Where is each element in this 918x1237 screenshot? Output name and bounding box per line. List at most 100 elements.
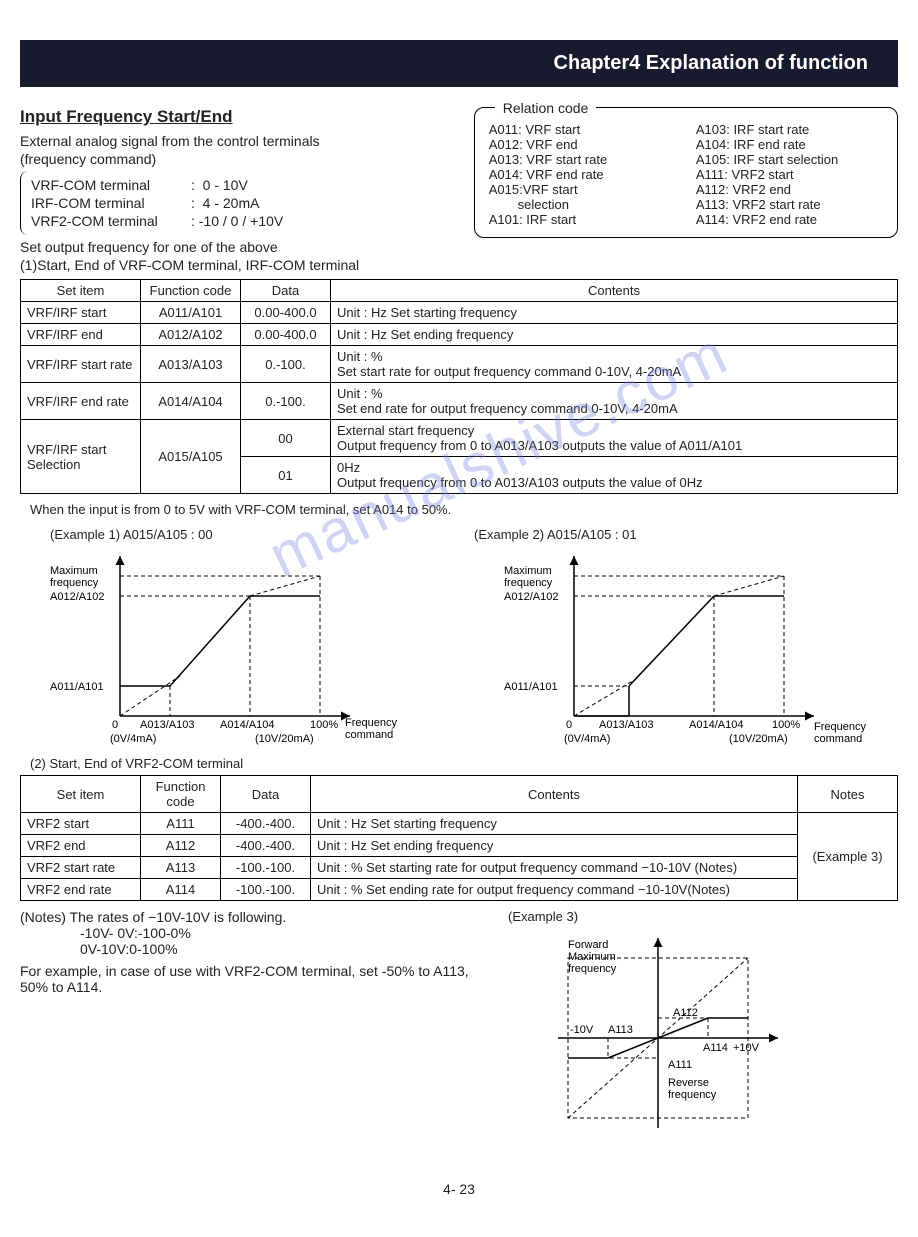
td-contents: Unit : Hz Set ending frequency [331, 324, 898, 346]
relation-item: A104: IRF end rate [696, 137, 883, 152]
td-data: -100.-100. [221, 879, 311, 901]
td-fc: A013/A103 [141, 346, 241, 383]
table-row: VRF2 start rate A113 -100.-100. Unit : %… [21, 857, 898, 879]
intro-line2: (frequency command) [20, 151, 454, 167]
td-fc: A114 [141, 879, 221, 901]
lbl-maxfreq: Maximum [50, 565, 98, 577]
table-1: Set item Function code Data Contents VRF… [20, 279, 898, 494]
td-contents: Unit : % Set start rate for output frequ… [331, 346, 898, 383]
relation-item: A012: VRF end [489, 137, 676, 152]
notes-line: -10V- 0V:-100-0% [20, 925, 488, 941]
relation-item: A014: VRF end rate [489, 167, 676, 182]
td-data: -100.-100. [221, 857, 311, 879]
relation-item: A105: IRF start selection [696, 152, 883, 167]
caption-1: (1)Start, End of VRF-COM terminal, IRF-C… [20, 257, 454, 273]
td-contents: Unit : Hz Set starting frequency [331, 302, 898, 324]
lbl-a011: A011/A101 [50, 681, 104, 693]
terminal-sep: : [191, 213, 195, 229]
relation-col-right: A103: IRF start rate A104: IRF end rate … [696, 122, 883, 227]
svg-text:A013/A103: A013/A103 [599, 719, 653, 731]
svg-text:0: 0 [112, 719, 118, 731]
section-title: Input Frequency Start/End [20, 107, 454, 127]
td-contents: External start frequency Output frequenc… [331, 420, 898, 457]
svg-text:(0V/4mA): (0V/4mA) [110, 733, 156, 745]
th-data: Data [241, 280, 331, 302]
th-contents: Contents [331, 280, 898, 302]
td-contents: Unit : % Set starting rate for output fr… [311, 857, 798, 879]
relation-title: Relation code [495, 100, 597, 116]
notes-left: (Notes) The rates of −10V-10V is followi… [20, 909, 488, 1151]
td-set: VRF/IRF end [21, 324, 141, 346]
lbl-a113: A113 [608, 1024, 633, 1036]
td-set: VRF/IRF start [21, 302, 141, 324]
terminal-label: VRF2-COM terminal [31, 213, 191, 229]
th: Set item [21, 776, 141, 813]
td-set: VRF/IRF start Selection [21, 420, 141, 494]
svg-text:100%: 100% [310, 719, 338, 731]
top-section: Input Frequency Start/End External analo… [20, 107, 898, 275]
example2-title: (Example 2) A015/A105 : 01 [474, 527, 898, 542]
svg-text:(0V/4mA): (0V/4mA) [564, 733, 610, 745]
lbl-a111: A111 [668, 1059, 692, 1071]
td-fc: A012/A102 [141, 324, 241, 346]
svg-text:frequency: frequency [568, 963, 617, 975]
terminal-sep: : [191, 195, 195, 211]
svg-text:A014/A104: A014/A104 [220, 719, 274, 731]
terminal-row: VRF2-COM terminal : -10 / 0 / +10V [31, 213, 454, 229]
page-number: 4- 23 [20, 1181, 898, 1197]
lbl-a112: A112 [673, 1007, 698, 1019]
terminal-sep: : [191, 177, 195, 193]
td-set: VRF2 start rate [21, 857, 141, 879]
th: Data [221, 776, 311, 813]
chart-example2: (Example 2) A015/A105 : 01 Maximum frequ… [474, 527, 898, 746]
intro-left: Input Frequency Start/End External analo… [20, 107, 454, 275]
relation-item: A112: VRF2 end [696, 182, 883, 197]
td-data: 0.00-400.0 [241, 324, 331, 346]
td-data: -400.-400. [221, 835, 311, 857]
td-data: 0.-100. [241, 383, 331, 420]
relation-item: A011: VRF start [489, 122, 676, 137]
td-fc: A015/A105 [141, 420, 241, 494]
relation-item: A103: IRF start rate [696, 122, 883, 137]
td-set: VRF2 end [21, 835, 141, 857]
terminal-row: VRF-COM terminal : 0 - 10V [31, 177, 454, 193]
chart-example1: (Example 1) A015/A105 : 00 M [20, 527, 444, 746]
note-5v: When the input is from 0 to 5V with VRF-… [30, 502, 898, 517]
td-data: 0.00-400.0 [241, 302, 331, 324]
relation-code-box: Relation code A011: VRF start A012: VRF … [474, 107, 898, 238]
terminal-value: 4 - 20mA [203, 195, 260, 211]
th-fc: Function code [141, 280, 241, 302]
td-fc: A113 [141, 857, 221, 879]
td-contents: 0Hz Output frequency from 0 to A013/A103… [331, 457, 898, 494]
table-row: VRF/IRF start A011/A101 0.00-400.0 Unit … [21, 302, 898, 324]
table-row: VRF2 end A112 -400.-400. Unit : Hz Set e… [21, 835, 898, 857]
table-row: VRF2 end rate A114 -100.-100. Unit : % S… [21, 879, 898, 901]
table-row: VRF/IRF end A012/A102 0.00-400.0 Unit : … [21, 324, 898, 346]
relation-grid: A011: VRF start A012: VRF end A013: VRF … [489, 122, 883, 227]
svg-text:A012/A102: A012/A102 [504, 591, 558, 603]
relation-item: A114: VRF2 end rate [696, 212, 883, 227]
svg-text:Forward: Forward [568, 939, 608, 951]
notes-line: (Notes) The rates of −10V-10V is followi… [20, 909, 488, 925]
svg-text:(10V/20mA): (10V/20mA) [729, 733, 788, 745]
table-2: Set item Function code Data Contents Not… [20, 775, 898, 901]
chart2-svg: Maximum frequency A012/A102 A011/A101 0 … [474, 546, 874, 746]
td-data: 00 [241, 420, 331, 457]
table-row: VRF/IRF end rate A014/A104 0.-100. Unit … [21, 383, 898, 420]
td-contents: Unit : % Set end rate for output frequen… [331, 383, 898, 420]
intro-line1: External analog signal from the control … [20, 133, 454, 149]
td-data: 01 [241, 457, 331, 494]
svg-text:A014/A104: A014/A104 [689, 719, 743, 731]
table-row: VRF/IRF start Selection A015/A105 00 Ext… [21, 420, 898, 457]
lbl-neg10v: -10V [570, 1024, 594, 1036]
relation-item: A111: VRF2 start [696, 167, 883, 182]
th: Contents [311, 776, 798, 813]
svg-text:A013/A103: A013/A103 [140, 719, 194, 731]
lbl-a012: A012/A102 [50, 591, 104, 603]
td-set: VRF/IRF end rate [21, 383, 141, 420]
chart3-svg: Forward Maximum frequency A112 A113 -10V… [508, 928, 808, 1148]
td-set: VRF/IRF start rate [21, 346, 141, 383]
svg-text:frequency: frequency [668, 1089, 717, 1101]
th: Function code [141, 776, 221, 813]
table-row: Set item Function code Data Contents [21, 280, 898, 302]
